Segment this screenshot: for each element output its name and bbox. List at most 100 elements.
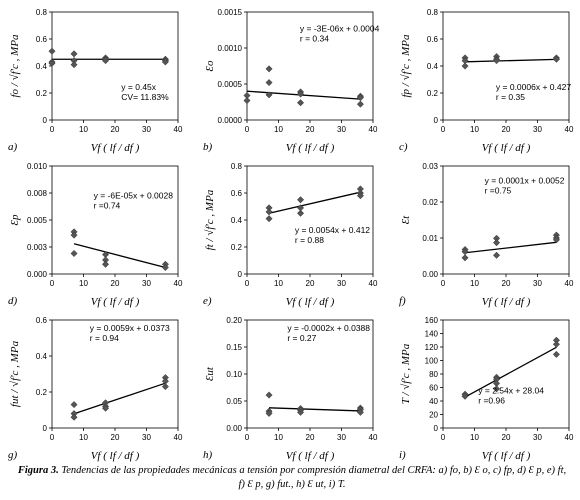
y-tick-label: 0	[238, 270, 243, 279]
y-tick-label: 0.0010	[218, 44, 243, 53]
y-tick-label: 0.02	[422, 198, 438, 207]
x-tick-label: 40	[174, 279, 183, 288]
data-point	[265, 391, 273, 399]
y-tick-label: 0.0015	[218, 8, 243, 17]
x-tick-label: 0	[441, 125, 446, 134]
data-point	[552, 350, 560, 358]
x-tick-label: 10	[470, 433, 479, 442]
y-tick-label: 0.8	[36, 8, 48, 17]
trend-equation-line: y = -6E-05x + 0.0028	[94, 190, 174, 200]
trend-equation: y = -6E-05x + 0.0028 r =0.74	[94, 190, 174, 210]
y-tick-label: 0.0005	[218, 80, 243, 89]
panel-label: b)	[203, 141, 213, 153]
data-point	[48, 59, 56, 67]
data-point	[243, 97, 251, 105]
data-point	[101, 57, 110, 65]
y-tick-label: 0.20	[226, 316, 242, 325]
y-tick-label: 0.2	[36, 388, 48, 397]
x-axis-label: Vf ( lf / df )	[482, 296, 531, 308]
trend-equation: y = 0.45x CV= 11.83%	[121, 82, 169, 102]
trend-equation: y = -3E-06x + 0.0004 r = 0.34	[300, 23, 380, 43]
data-point	[265, 79, 273, 87]
x-tick-label: 0	[50, 433, 55, 442]
data-point	[461, 254, 469, 262]
y-axis-label: Ɛt	[400, 215, 412, 224]
figure-3-panels: 0 10 20 30 40 0 0.2 0.4 0.6 0.8 y = 0.45x CV= 11.83…	[8, 8, 574, 462]
trend-equation: y = 2.54x + 28.04 r =0.96	[478, 385, 544, 405]
trend-line	[465, 58, 557, 63]
x-tick-label: 10	[79, 279, 88, 288]
data-point	[356, 192, 364, 200]
trend-line	[269, 407, 361, 412]
data-point	[101, 404, 110, 412]
data-point	[265, 208, 273, 216]
trend-line	[73, 382, 166, 415]
x-tick-label: 40	[369, 279, 378, 288]
data-point	[70, 231, 78, 239]
data-point	[552, 236, 560, 244]
y-tick-label: 60	[429, 384, 438, 393]
x-axis-label: Vf ( lf / df )	[286, 296, 335, 308]
y-axis-label: Ɛut	[204, 366, 216, 381]
data-point	[492, 251, 501, 259]
y-tick-label: 0.8	[427, 8, 439, 17]
x-tick-label: 30	[142, 125, 151, 134]
trend-equation-line: y = -0.0002x + 0.0388	[287, 323, 370, 333]
data-point	[296, 90, 305, 98]
trend-equation-line: r = 0.34	[300, 33, 329, 43]
y-tick-label: 0	[434, 116, 439, 125]
data-point	[461, 392, 469, 400]
trend-equation-line: r = 0.35	[496, 92, 525, 102]
y-axis-label: fut / √f'c , MPa	[9, 340, 21, 407]
trend-equation-line: r =0.96	[478, 395, 505, 405]
x-tick-label: 20	[502, 279, 511, 288]
trend-line	[73, 243, 166, 269]
chart-panel-c: 0 10 20 30 40 0 0.2 0.4 0.6 0.8 y = 0.0006x + 0.42…	[399, 8, 574, 154]
x-tick-label: 20	[306, 279, 315, 288]
trend-equation-line: r = 0.27	[287, 333, 316, 343]
x-axis-label: Vf ( lf / df )	[91, 142, 140, 154]
x-tick-label: 10	[79, 125, 88, 134]
y-tick-label: 0.15	[226, 343, 242, 352]
trend-equation-line: y = 0.0059x + 0.0373	[90, 323, 170, 333]
chart-panel-f: 0 10 20 30 40 0.00 0.01 0.02 0.03 y = 0.0001x + 0…	[399, 162, 574, 308]
data-point	[70, 61, 78, 69]
x-tick-label: 40	[174, 125, 183, 134]
x-tick-label: 30	[533, 125, 542, 134]
x-tick-label: 0	[441, 279, 446, 288]
plot-frame	[51, 165, 179, 275]
y-tick-label: 0.4	[427, 62, 439, 71]
y-tick-label: 0.00	[422, 270, 438, 279]
y-tick-label: 140	[425, 330, 439, 339]
trend-equation-line: y = 0.45x	[121, 82, 156, 92]
chart-panel-d: 0 10 20 30 40 0.000 0.003 0.005 0.008 0.010 y = -6…	[8, 162, 183, 308]
x-tick-label: 30	[337, 125, 346, 134]
trend-equation: y = 0.0059x + 0.0373 r = 0.94	[90, 323, 170, 343]
data-point	[265, 91, 273, 99]
panel-label: a)	[8, 141, 18, 153]
data-point	[492, 385, 501, 393]
y-tick-label: 0.2	[427, 89, 439, 98]
chart-panel-h: 0 10 20 30 40 0.00 0.05 0.10 0.15 0.20 y = -0.0002…	[203, 316, 378, 462]
x-tick-label: 30	[337, 279, 346, 288]
x-tick-label: 0	[50, 279, 55, 288]
data-point	[296, 209, 305, 217]
trend-line	[246, 90, 361, 100]
data-point	[461, 62, 469, 70]
trend-equation-line: y = 0.0054x + 0.412	[295, 225, 370, 235]
x-tick-label: 30	[533, 433, 542, 442]
data-point	[265, 409, 273, 417]
plot-frame	[51, 11, 179, 121]
x-tick-label: 40	[369, 125, 378, 134]
x-tick-label: 40	[565, 279, 574, 288]
y-tick-label: 0.6	[36, 316, 48, 325]
y-tick-label: 0.4	[36, 352, 48, 361]
y-tick-label: 0.03	[422, 162, 438, 171]
y-tick-label: 120	[425, 343, 439, 352]
x-tick-label: 20	[502, 125, 511, 134]
data-point	[161, 58, 169, 66]
y-tick-label: 0.4	[231, 216, 243, 225]
x-tick-label: 40	[174, 433, 183, 442]
x-tick-label: 0	[245, 279, 250, 288]
data-point	[552, 55, 560, 63]
